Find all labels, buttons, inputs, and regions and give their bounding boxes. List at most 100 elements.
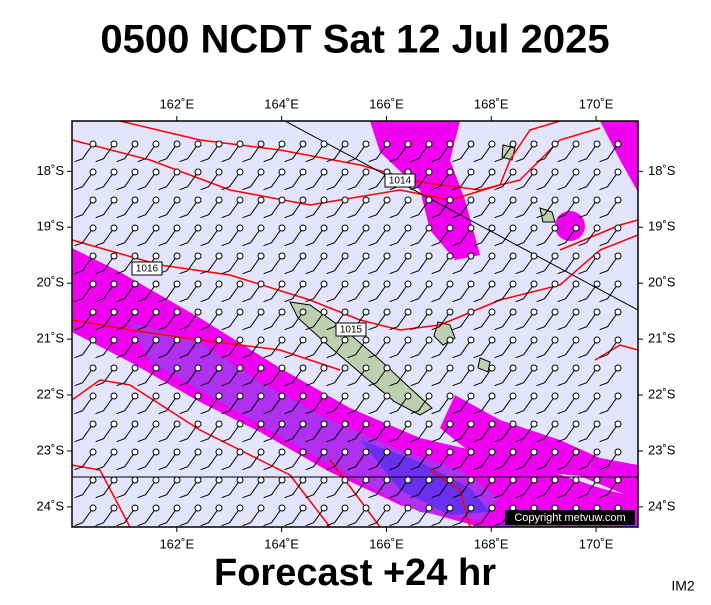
wind-barb xyxy=(179,255,199,275)
wind-station xyxy=(152,224,160,232)
wind-station xyxy=(614,364,622,372)
wind-station xyxy=(299,392,307,400)
wind-barb xyxy=(494,227,514,247)
wind-barb xyxy=(431,423,451,443)
wind-station xyxy=(341,336,349,344)
wind-station xyxy=(194,336,202,344)
wind-station xyxy=(425,196,433,204)
wind-station xyxy=(194,308,202,316)
wind-barb xyxy=(515,339,535,359)
wind-barb xyxy=(305,339,325,359)
wind-barb xyxy=(410,339,430,359)
wind-barb xyxy=(284,339,304,359)
wind-station xyxy=(446,420,454,428)
title: 0500 NCDT Sat 12 Jul 2025 xyxy=(100,18,609,62)
wind-barb xyxy=(326,227,346,247)
wind-barb xyxy=(452,507,472,527)
wind-station xyxy=(593,448,601,456)
wind-barb xyxy=(347,479,367,499)
wind-barb xyxy=(305,143,325,163)
wind-barb xyxy=(452,143,472,163)
wind-barb xyxy=(494,451,514,471)
wind-station xyxy=(152,364,160,372)
wind-station xyxy=(131,224,139,232)
wind-station xyxy=(278,504,286,512)
wind-station xyxy=(236,392,244,400)
isobar xyxy=(594,344,639,361)
wind-station xyxy=(551,336,559,344)
wind-station xyxy=(341,504,349,512)
wind-barb xyxy=(74,423,94,443)
wind-barb xyxy=(515,199,535,219)
wind-station xyxy=(215,140,223,148)
wind-barb xyxy=(452,171,472,191)
wind-barb xyxy=(557,339,577,359)
wind-station xyxy=(383,504,391,512)
wind-barb xyxy=(494,339,514,359)
wind-barb xyxy=(431,451,451,471)
wind-station xyxy=(152,420,160,428)
wind-barb xyxy=(305,283,325,303)
lat-tick-label: 21˚S xyxy=(37,331,65,346)
wind-barb xyxy=(473,339,493,359)
wind-station xyxy=(89,308,97,316)
wind-station xyxy=(467,420,475,428)
wind-barb xyxy=(452,451,472,471)
wind-barb xyxy=(389,255,409,275)
wind-station xyxy=(425,448,433,456)
wind-station xyxy=(215,476,223,484)
wind-barb xyxy=(410,311,430,331)
wind-barb xyxy=(557,395,577,415)
wind-station xyxy=(299,252,307,260)
wind-barb xyxy=(95,227,115,247)
wind-station xyxy=(320,140,328,148)
wind-station xyxy=(446,504,454,512)
wind-station xyxy=(299,448,307,456)
wind-station xyxy=(152,280,160,288)
wind-barb xyxy=(137,199,157,219)
lon-tick-label: 170˚E xyxy=(579,96,614,111)
wind-station xyxy=(110,252,118,260)
wind-station xyxy=(362,504,370,512)
wind-barb xyxy=(137,339,157,359)
wind-station xyxy=(194,224,202,232)
isobar xyxy=(71,120,561,206)
wind-station xyxy=(509,308,517,316)
wind-station xyxy=(614,448,622,456)
wind-station xyxy=(551,196,559,204)
wind-station xyxy=(173,280,181,288)
wind-station xyxy=(362,224,370,232)
wind-station xyxy=(215,280,223,288)
wind-barb xyxy=(410,507,430,527)
wind-station xyxy=(446,252,454,260)
wind-barb xyxy=(158,451,178,471)
wind-station xyxy=(110,448,118,456)
wind-station xyxy=(404,448,412,456)
wind-barb xyxy=(557,367,577,387)
wind-barb xyxy=(179,367,199,387)
wind-station xyxy=(425,308,433,316)
wind-barb xyxy=(473,395,493,415)
lon-tick-label: 164˚E xyxy=(264,536,299,551)
wind-station xyxy=(404,504,412,512)
label-box xyxy=(131,261,163,276)
wind-barb xyxy=(431,143,451,163)
wind-station xyxy=(446,280,454,288)
wind-barb xyxy=(347,143,367,163)
wind-barb xyxy=(389,339,409,359)
wind-barb xyxy=(242,367,262,387)
wind-barb xyxy=(263,143,283,163)
wind-station xyxy=(110,280,118,288)
wind-barb xyxy=(263,507,283,527)
wind-station xyxy=(425,476,433,484)
wind-barb xyxy=(431,199,451,219)
wind-barb xyxy=(221,227,241,247)
wind-station xyxy=(551,224,559,232)
wind-station xyxy=(614,168,622,176)
wind-barb xyxy=(494,423,514,443)
wind-barb xyxy=(284,395,304,415)
wind-barb xyxy=(431,395,451,415)
wind-station xyxy=(236,280,244,288)
wind-barb xyxy=(74,367,94,387)
